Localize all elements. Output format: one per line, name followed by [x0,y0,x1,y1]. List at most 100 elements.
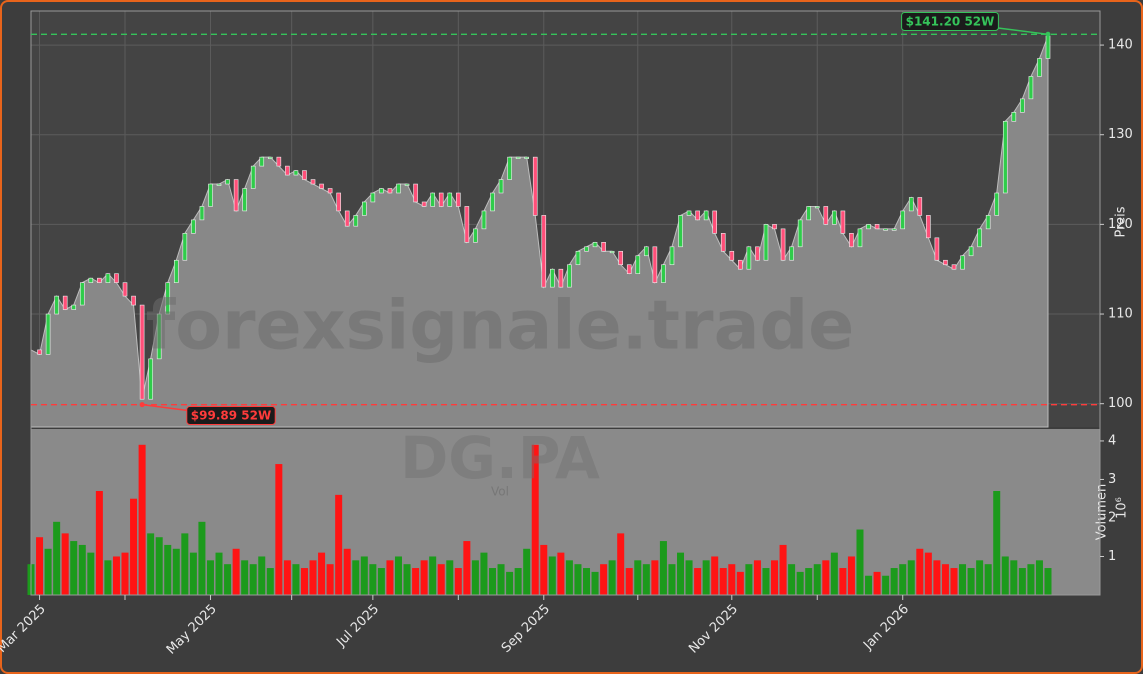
volume-y-tick-label: 1 [1108,549,1116,564]
volume-bar [993,491,1001,595]
x-tick-label: Nov 2025 [686,602,741,657]
volume-bar [625,568,633,595]
volume-bar [215,552,223,595]
volume-bar [121,552,129,595]
volume-bar [497,564,505,595]
candle [849,233,854,248]
volume-bar [941,564,949,595]
candle [746,246,752,270]
volume-bar [847,556,855,595]
candle [276,156,282,167]
volume-bar [130,498,138,595]
volume-bar [352,560,360,595]
volume-bar [1018,568,1026,595]
candle [644,246,649,257]
volume-bar [386,560,394,595]
volume-bar [565,560,573,595]
annotation-box [901,12,999,31]
candle [823,206,829,225]
volume-bar [369,564,377,595]
volume-bar [873,571,881,595]
candle [977,228,982,248]
arrow-head [1045,31,1051,37]
candle [609,250,615,254]
volume-bar [608,560,616,595]
volume-bar [360,556,368,595]
volume-bar [377,568,385,595]
volume-bar [668,564,676,595]
candle [379,188,384,194]
volume-bar [702,560,710,595]
volume-bar [634,560,642,595]
volume-bar [779,544,787,595]
volume-bar [1001,556,1009,595]
volume-bar [471,560,479,595]
volume-bar [967,568,975,595]
symbol-sub: Vol [491,485,509,499]
candle [934,237,940,261]
candle [259,156,265,167]
candle [592,242,598,248]
candle [524,156,529,159]
candle [319,183,324,189]
candle [79,282,85,306]
volume-bar [771,560,779,595]
candle [686,210,692,216]
annotation-label: $99.89 52W [191,409,271,423]
candle [507,156,512,180]
candle [797,219,803,248]
volume-bar [78,544,86,595]
volume-bar [147,533,155,595]
volume-bar [813,564,821,595]
volume-bar [343,548,351,595]
candle [139,304,145,400]
y-tick-label: 100 [1108,396,1133,411]
y-tick-label: 140 [1108,38,1133,53]
volume-bar [61,533,69,595]
volume-bar [865,575,873,595]
candle [490,192,495,212]
volume-bar [822,560,830,595]
volume-bar [753,560,761,595]
volume-bar [138,444,146,595]
volume-bar [736,571,744,595]
candle [994,192,1000,216]
x-tick-label: Jul 2025 [333,602,382,651]
candle [661,264,666,283]
volume-bar [899,564,907,595]
volume-bar [882,575,890,595]
volume-bar [907,560,915,595]
candle [1028,76,1034,100]
candle [584,246,589,252]
candle [1045,35,1051,59]
volume-bar [189,552,197,595]
volume-bar [87,552,95,595]
volume-bar [591,571,599,595]
candle [302,170,307,180]
candle [832,210,837,225]
volume-bar [224,564,232,595]
volume-bar [206,560,214,595]
volume-bar [480,552,488,595]
y-tick-label: 110 [1108,307,1133,322]
volume-bar [172,548,180,595]
volume-label: Volumen [1095,484,1110,541]
candle [250,165,256,189]
volume-bar [488,568,496,595]
volume-bar [104,560,112,595]
volume-bar [1010,560,1018,595]
volume-bar [642,564,650,595]
candle [652,246,658,283]
volume-bar [318,552,326,595]
candle [532,156,538,216]
candle [567,264,572,288]
candle [413,183,418,203]
volume-bar [677,552,685,595]
candle [182,233,188,261]
candle [943,259,948,266]
volume-bar [266,568,274,595]
volume-bar [155,537,163,595]
candle [908,197,914,212]
candle [396,183,401,194]
